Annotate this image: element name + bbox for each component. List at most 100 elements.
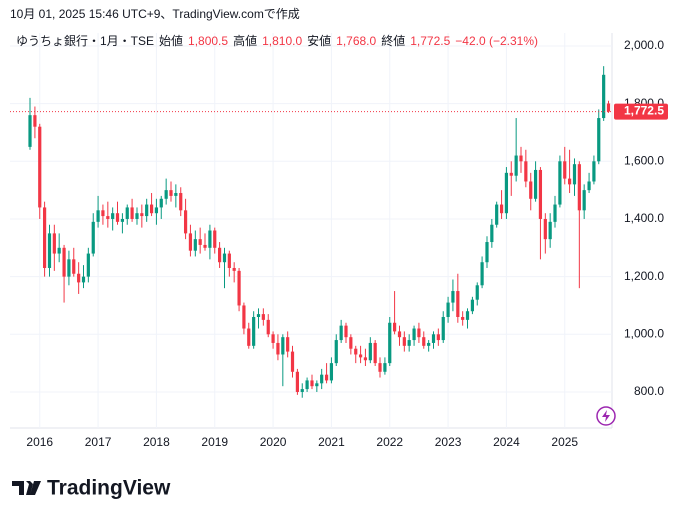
candle-body [587, 181, 591, 191]
candle-body [480, 262, 484, 286]
x-tick-label: 2016 [26, 435, 53, 449]
candle-body [543, 218, 547, 240]
candle-body [558, 161, 562, 205]
candle-body [538, 169, 543, 219]
candle-body [563, 161, 567, 179]
candle-body [232, 267, 236, 271]
candle-body [417, 328, 421, 338]
candle-body [456, 291, 460, 317]
ohlc-name: 安値 [307, 33, 331, 48]
candles [28, 66, 611, 398]
lightning-bolt [602, 410, 610, 422]
candle-body [52, 233, 56, 254]
candle-body [149, 204, 154, 214]
x-tick-label: 2020 [260, 435, 287, 449]
candle-body [495, 204, 499, 225]
candle-body [183, 210, 188, 234]
candle-body [222, 253, 227, 263]
candle-body [67, 259, 71, 277]
candle-body [592, 161, 596, 182]
candle-body [281, 337, 285, 355]
candle-body [329, 363, 334, 381]
brand-icon [12, 481, 41, 495]
y-tick-label: 1,000.0 [624, 326, 664, 340]
candle-body [412, 328, 416, 341]
candle-body [300, 389, 304, 392]
candle-body [465, 311, 470, 320]
candle-body [334, 340, 338, 364]
candle-body [514, 155, 518, 176]
candle-body [397, 331, 402, 338]
candle-body [548, 221, 552, 240]
candle-body [188, 233, 193, 251]
y-tick-label: 800.0 [634, 384, 664, 398]
y-tick-label: 2,000.0 [624, 38, 664, 52]
candle-body [91, 221, 95, 254]
x-tick-label: 2018 [143, 435, 170, 449]
candle-body [252, 316, 256, 346]
symbol: ゆうちょ銀行・1月・TSE [16, 34, 154, 48]
candle-body [339, 325, 343, 341]
candle-body [509, 172, 513, 176]
candle-body [524, 161, 528, 182]
ohlc-row: ゆうちょ銀行・1月・TSE 始値 1,800.5 高値 1,810.0 安値 1,768.0… [16, 33, 538, 48]
candle-body [349, 337, 353, 349]
candle-body [295, 371, 300, 392]
candle-body [276, 342, 280, 355]
brand-name: TradingView [47, 477, 171, 500]
candle-body [567, 178, 572, 185]
candle-body [208, 230, 212, 248]
ohlc-value: 1,810.0 [262, 34, 302, 48]
candle-body [96, 210, 100, 222]
candle-body [227, 253, 231, 268]
candle-body [368, 342, 372, 361]
x-tick-label: 2025 [551, 435, 578, 449]
candle-body [154, 207, 159, 214]
candle-body [402, 337, 406, 346]
candle-body [261, 314, 265, 320]
candle-body [310, 380, 314, 387]
candle-body [159, 198, 163, 208]
candle-body [490, 224, 494, 243]
candle-body [290, 351, 295, 372]
candle-body [120, 218, 125, 222]
candle-body [407, 340, 411, 346]
ohlc-value: 1,800.5 [188, 34, 228, 48]
x-tick-label: 2021 [318, 435, 345, 449]
candle-body [324, 374, 329, 381]
x-tick-label: 2024 [493, 435, 520, 449]
candle-body [213, 230, 217, 248]
candle-body [378, 363, 382, 372]
candle-body [77, 273, 81, 283]
candle-body [320, 374, 324, 384]
candle-body [145, 204, 149, 217]
candle-body [441, 316, 445, 341]
candle-body [315, 383, 319, 387]
candle-body [247, 328, 251, 346]
candle-body [72, 259, 76, 274]
candle-body [431, 334, 436, 343]
candle-body [305, 380, 309, 390]
candle-body [392, 322, 397, 332]
candle-body [451, 291, 455, 303]
ohlc-value: 1,768.0 [336, 34, 376, 48]
candle-body [140, 213, 144, 217]
candle-body [47, 233, 52, 268]
candle-body [436, 334, 440, 341]
candle-body [475, 285, 479, 300]
candle-body [86, 253, 90, 277]
candle-body [101, 210, 105, 217]
candle-body [388, 322, 392, 364]
candle-body [174, 193, 178, 196]
y-tick-label: 1,200.0 [624, 269, 664, 283]
ohlc-name: 始値 [159, 33, 183, 48]
candle-body [217, 247, 222, 263]
candle-body [125, 207, 129, 219]
candle-body [28, 115, 32, 147]
candle-body [130, 207, 134, 219]
candle-body [169, 190, 173, 196]
candle-body [135, 213, 139, 219]
x-tick-label: 2019 [201, 435, 228, 449]
